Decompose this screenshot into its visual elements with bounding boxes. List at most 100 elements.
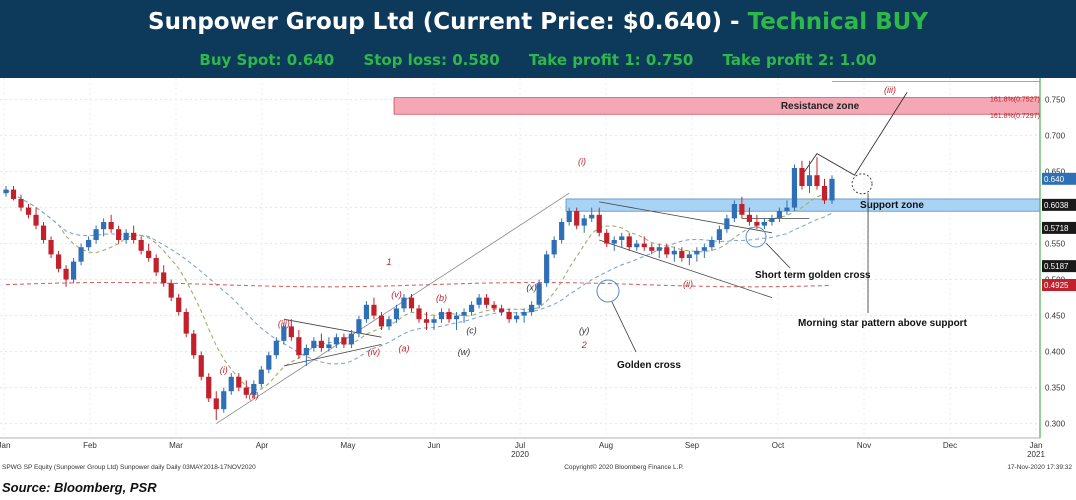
candle-body	[814, 175, 820, 186]
candle-body	[694, 250, 700, 255]
chart-footer: SPWG SP Equity (Sunpower Group Ltd) Sunp…	[2, 463, 1072, 471]
header-banner: Sunpower Group Ltd (Current Price: $0.64…	[0, 0, 1076, 78]
price-tag-value: 0.5718	[1044, 224, 1069, 233]
candle-body	[63, 268, 69, 280]
wave-label: (v)	[391, 290, 402, 300]
candle-body	[536, 283, 542, 305]
candle-body	[596, 214, 602, 233]
candle-body	[48, 240, 54, 255]
x-year-label: 2021	[1027, 450, 1045, 459]
price-tag-value: 0.5187	[1044, 262, 1069, 271]
triangle-upper	[283, 318, 382, 338]
candle-body	[228, 376, 234, 392]
price-tag-box	[1042, 172, 1076, 185]
wave-label: (b)	[436, 293, 447, 303]
support-zone-label: Support zone	[860, 200, 924, 211]
x-year-label: 2020	[511, 450, 529, 459]
x-tick-label: Jan	[1030, 441, 1043, 450]
x-tick-label: Jul	[515, 441, 525, 450]
price-tag-box	[1042, 221, 1076, 234]
candle-body	[176, 297, 182, 312]
zones: Resistance zone Support zone 161.8%(0.7527…	[393, 97, 1041, 212]
candle-body	[363, 304, 370, 320]
candle-body	[116, 229, 122, 240]
candle-body	[701, 247, 707, 251]
x-tick-label: Sep	[685, 441, 700, 450]
golden-cross-circle	[596, 279, 620, 303]
title-text: Sunpower Group Ltd (Current Price: $0.64…	[148, 9, 740, 35]
candle-body	[78, 247, 84, 262]
y-axis: 0.3000.3500.4000.4500.5000.5500.6000.650…	[1039, 78, 1076, 438]
morning-star-circle	[851, 173, 873, 195]
candle-body	[168, 283, 174, 298]
candle-body	[453, 315, 460, 320]
candle-body	[288, 326, 294, 338]
candle-body	[273, 340, 279, 356]
candle-body	[93, 229, 99, 240]
wave-label: (w)	[458, 347, 471, 357]
candle-body	[604, 232, 610, 244]
candle-body	[559, 222, 565, 240]
candle-body	[303, 348, 309, 356]
candle-body	[25, 207, 32, 215]
take-profit-1: Take profit 1: 0.750	[528, 51, 694, 69]
trend-lines	[216, 81, 1040, 424]
candle-body	[123, 232, 129, 240]
candle-body	[198, 355, 204, 377]
y-tick-label: 0.550	[1045, 240, 1066, 249]
wave-label: (iv)	[368, 347, 381, 357]
candle-body	[551, 240, 557, 255]
candle-body	[401, 297, 407, 309]
candle-body	[131, 232, 137, 240]
candle-body	[754, 222, 760, 226]
wave-label: (iii)	[278, 318, 290, 328]
y-tick-label: 0.350	[1045, 384, 1066, 393]
annotation-morning-star: Morning star pattern above support	[798, 318, 968, 329]
candle-body	[724, 218, 730, 230]
candle-body	[709, 240, 715, 248]
candle-body	[333, 337, 339, 345]
candle-body	[589, 214, 595, 219]
x-tick-label: Apr	[256, 441, 269, 450]
candle-body	[574, 211, 580, 226]
candle-body	[446, 312, 452, 320]
golden-cross-arrow	[611, 301, 637, 353]
y-tick-label: 0.450	[1045, 312, 1066, 321]
candle-body	[499, 308, 505, 312]
y-tick-label: 0.650	[1045, 168, 1066, 177]
candle-body	[769, 218, 775, 222]
candle-body	[326, 344, 332, 348]
y-tick-label: 0.400	[1045, 348, 1066, 357]
candle-body	[731, 204, 737, 219]
x-tick-label: Mar	[169, 441, 183, 450]
triangle-lower	[283, 344, 382, 367]
candle-body	[514, 315, 520, 320]
candle-body	[776, 211, 783, 219]
ma-long	[5, 281, 833, 288]
candle-body	[386, 319, 392, 327]
candle-body	[393, 308, 400, 320]
candle-body	[311, 340, 317, 348]
source-note: Source: Bloomberg, PSR	[2, 480, 157, 495]
candle-body	[86, 240, 92, 248]
candle-body	[161, 272, 167, 284]
candle-body	[18, 198, 24, 208]
wedge-upper	[599, 201, 772, 234]
candle-body	[153, 258, 159, 273]
candle-body	[468, 304, 475, 312]
candle-body	[626, 236, 632, 248]
candle-body	[679, 250, 685, 258]
wave-label: (x)	[526, 282, 537, 292]
footer-center: Copyright© 2020 Bloomberg Finance L.P.	[564, 463, 684, 471]
y-tick-label: 0.750	[1045, 96, 1066, 105]
candle-body	[55, 254, 62, 269]
candle-body	[791, 168, 798, 208]
candle-body	[191, 333, 197, 356]
candle-body	[266, 355, 272, 370]
footer-left: SPWG SP Equity (Sunpower Group Ltd) Sunp…	[2, 464, 256, 471]
footer-right: 17-Nov-2020 17:39:32	[1007, 464, 1072, 471]
candle-body	[318, 340, 324, 348]
x-tick-label: Feb	[83, 441, 97, 450]
moving-averages	[5, 188, 833, 391]
x-tick-label: Aug	[599, 441, 613, 450]
